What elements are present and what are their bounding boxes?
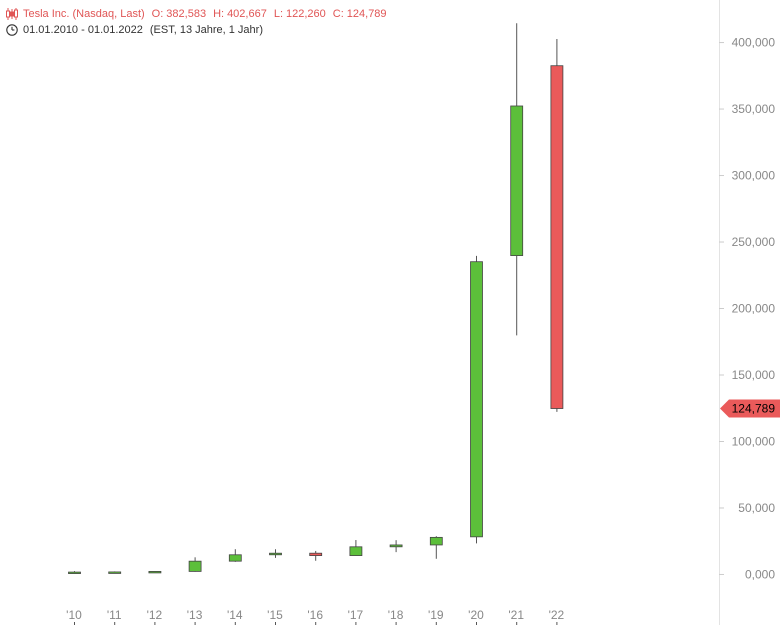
clock-icon [6,24,18,36]
date-range: 01.01.2010 - 01.01.2022 [23,24,143,36]
x-axis-label: '10 [66,608,82,622]
x-axis-label: '21 [508,608,524,622]
y-axis-label: 200,000 [732,302,776,316]
x-axis-label: '13 [187,608,203,622]
open-label: O: [151,8,164,20]
high-label: H: [213,8,225,20]
y-axis-label: 50,000 [738,501,775,515]
chart-header: Tesla Inc. (Nasdaq, Last) O: 382,583 H: … [6,6,387,38]
candle-body [550,65,564,409]
x-axis-label: '12 [147,608,163,622]
y-axis-label: 250,000 [732,235,776,249]
x-axis-label: '19 [428,608,444,622]
y-axis-label: 350,000 [732,102,776,116]
x-axis-label: '17 [348,608,364,622]
candle-body [108,571,122,574]
range-info: (EST, 13 Jahre, 1 Jahr) [149,24,263,36]
y-axis-label: 100,000 [732,434,776,448]
range-row: 01.01.2010 - 01.01.2022 (EST, 13 Jahre, … [6,22,387,38]
candle-body [188,560,202,572]
candle-body [470,261,483,538]
high-value: 402,667 [227,8,267,20]
open-value: 382,583 [166,8,207,20]
last-price-label: 124,789 [732,402,776,416]
x-axis-label: '18 [388,608,404,622]
x-axis-label: '14 [227,608,243,622]
candle-body [148,571,162,574]
x-axis-label: '22 [549,608,565,622]
candle-body [309,552,323,556]
candle-body [349,546,363,556]
candle-body [510,105,524,256]
y-axis-label: 300,000 [732,169,776,183]
low-value: 122,260 [286,8,326,20]
candle-body [68,571,81,574]
candle-body [269,552,282,556]
x-axis-label: '20 [468,608,484,622]
close-value: 124,789 [346,8,387,20]
instrument-row: Tesla Inc. (Nasdaq, Last) O: 382,583 H: … [6,6,387,22]
candle-body [429,536,443,546]
x-axis-label: '11 [107,608,122,622]
candle-body [389,544,403,548]
candlestick-icon [6,8,18,20]
y-axis-label: 0,000 [745,567,775,581]
instrument-name: Tesla Inc. (Nasdaq, Last) [23,8,145,20]
last-price-tag [720,399,780,418]
x-axis-label: '15 [267,608,283,622]
close-label: C: [332,8,344,20]
x-axis-label: '16 [307,608,323,622]
low-label: L: [273,8,284,20]
y-axis-label: 150,000 [732,368,776,382]
candle-body [228,554,242,562]
y-axis-label: 400,000 [732,36,776,50]
